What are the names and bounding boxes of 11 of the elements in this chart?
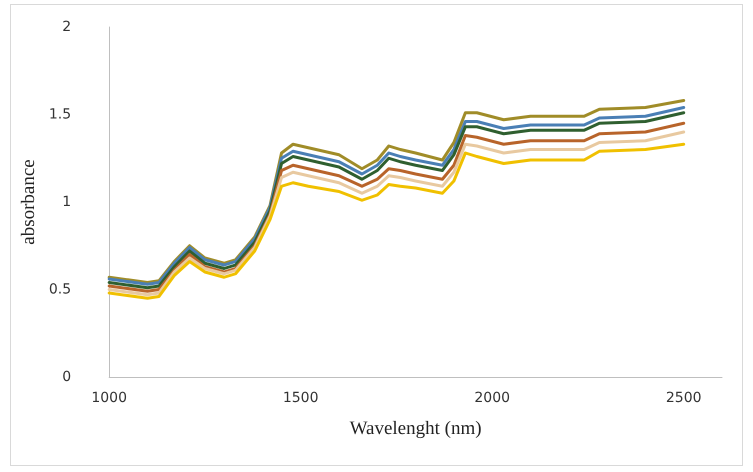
y-tick-label: 1.5	[48, 106, 72, 122]
y-tick-label: 0	[62, 369, 72, 385]
x-tick-label: 1000	[91, 390, 127, 406]
y-tick-label: 2	[62, 19, 72, 35]
x-tick-label: 2000	[474, 390, 510, 406]
y-tick-label: 0.5	[48, 282, 72, 298]
y-tick-label: 1	[62, 194, 72, 210]
x-axis-title: Wavelenght (nm)	[350, 418, 482, 439]
x-tick-label: 1500	[282, 390, 318, 406]
y-axis-title: absorbance	[18, 159, 39, 245]
x-tick-label: 2500	[666, 390, 702, 406]
